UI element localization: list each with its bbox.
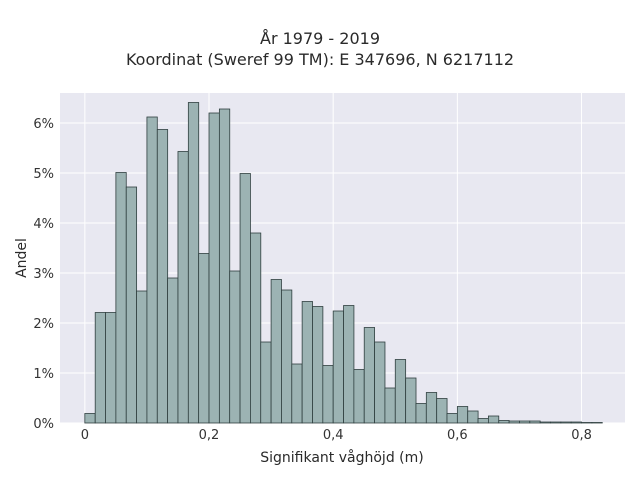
histogram-bar bbox=[146, 116, 158, 424]
y-tick-label: 6% bbox=[33, 117, 54, 132]
histogram-bar bbox=[332, 310, 344, 424]
y-tick-label: 3% bbox=[33, 267, 54, 282]
histogram-bar bbox=[343, 305, 355, 424]
x-tick-label: 0,2 bbox=[199, 428, 220, 443]
histogram-bar bbox=[529, 420, 541, 424]
histogram-bar bbox=[208, 112, 220, 424]
y-tick-label: 4% bbox=[33, 217, 54, 232]
histogram-bar bbox=[218, 108, 231, 424]
histogram-bar bbox=[125, 186, 138, 424]
histogram-bar bbox=[560, 421, 572, 424]
histogram-bar bbox=[363, 327, 375, 424]
histogram-bar bbox=[394, 359, 407, 424]
histogram-bar bbox=[260, 341, 272, 424]
x-axis-ticks: 0 0,2 0,4 0,6 0,8 bbox=[81, 428, 592, 443]
histogram-bar bbox=[436, 398, 448, 424]
histogram-bar bbox=[519, 420, 531, 424]
histogram-bar bbox=[250, 232, 262, 424]
y-tick-label: 5% bbox=[33, 167, 54, 182]
chart-subtitle: Koordinat (Sweref 99 TM): E 347696, N 62… bbox=[125, 50, 515, 69]
histogram-bar bbox=[322, 365, 334, 424]
histogram-bar bbox=[477, 418, 489, 424]
y-tick-label: 0% bbox=[33, 417, 54, 432]
x-tick-label: 0,8 bbox=[571, 428, 592, 443]
histogram-bar bbox=[94, 312, 106, 424]
chart-title: År 1979 - 2019 bbox=[260, 29, 380, 48]
histogram-bar bbox=[446, 413, 458, 424]
histogram-bar bbox=[498, 420, 510, 424]
histogram-bar bbox=[581, 422, 593, 424]
x-tick-label: 0,6 bbox=[447, 428, 468, 443]
histogram-bar bbox=[115, 172, 127, 424]
histogram-bar bbox=[456, 406, 469, 424]
histogram-bar bbox=[312, 306, 324, 424]
histogram-bar bbox=[281, 289, 293, 424]
histogram-bar bbox=[467, 410, 479, 424]
histogram-bar bbox=[291, 363, 303, 424]
histogram-bar bbox=[270, 279, 282, 424]
histogram-bar bbox=[591, 422, 603, 424]
y-axis-ticks: 0% 1% 2% 3% 4% 5% 6% bbox=[33, 117, 54, 432]
histogram-bar bbox=[156, 129, 169, 424]
histogram-bar bbox=[136, 290, 148, 424]
x-tick-label: 0,4 bbox=[323, 428, 344, 443]
histogram-bar bbox=[405, 377, 417, 424]
histogram-bar bbox=[353, 369, 365, 424]
histogram-bar bbox=[488, 415, 500, 424]
x-axis-label: Signifikant våghöjd (m) bbox=[260, 449, 423, 466]
histogram-bar bbox=[84, 413, 96, 424]
histogram-bar bbox=[198, 253, 210, 424]
histogram-bar bbox=[415, 403, 427, 424]
histogram-bar bbox=[539, 421, 551, 424]
histogram-bar bbox=[229, 270, 241, 424]
y-tick-label: 2% bbox=[33, 317, 54, 332]
histogram-bar bbox=[384, 387, 396, 424]
histogram-bar bbox=[425, 392, 438, 424]
histogram-bar bbox=[374, 341, 386, 424]
histogram-bar bbox=[177, 151, 189, 424]
histogram-bar bbox=[167, 277, 179, 424]
bars-group bbox=[84, 102, 603, 424]
histogram-bar bbox=[301, 301, 313, 424]
histogram-bar bbox=[187, 102, 200, 424]
y-tick-label: 1% bbox=[33, 367, 54, 382]
histogram-bar bbox=[550, 421, 562, 424]
histogram-bar bbox=[570, 421, 582, 424]
histogram-bar bbox=[105, 312, 117, 424]
histogram-bar bbox=[508, 420, 520, 424]
x-tick-label: 0 bbox=[81, 428, 89, 443]
y-axis-label: Andel bbox=[14, 238, 30, 278]
histogram-bar bbox=[239, 173, 251, 424]
